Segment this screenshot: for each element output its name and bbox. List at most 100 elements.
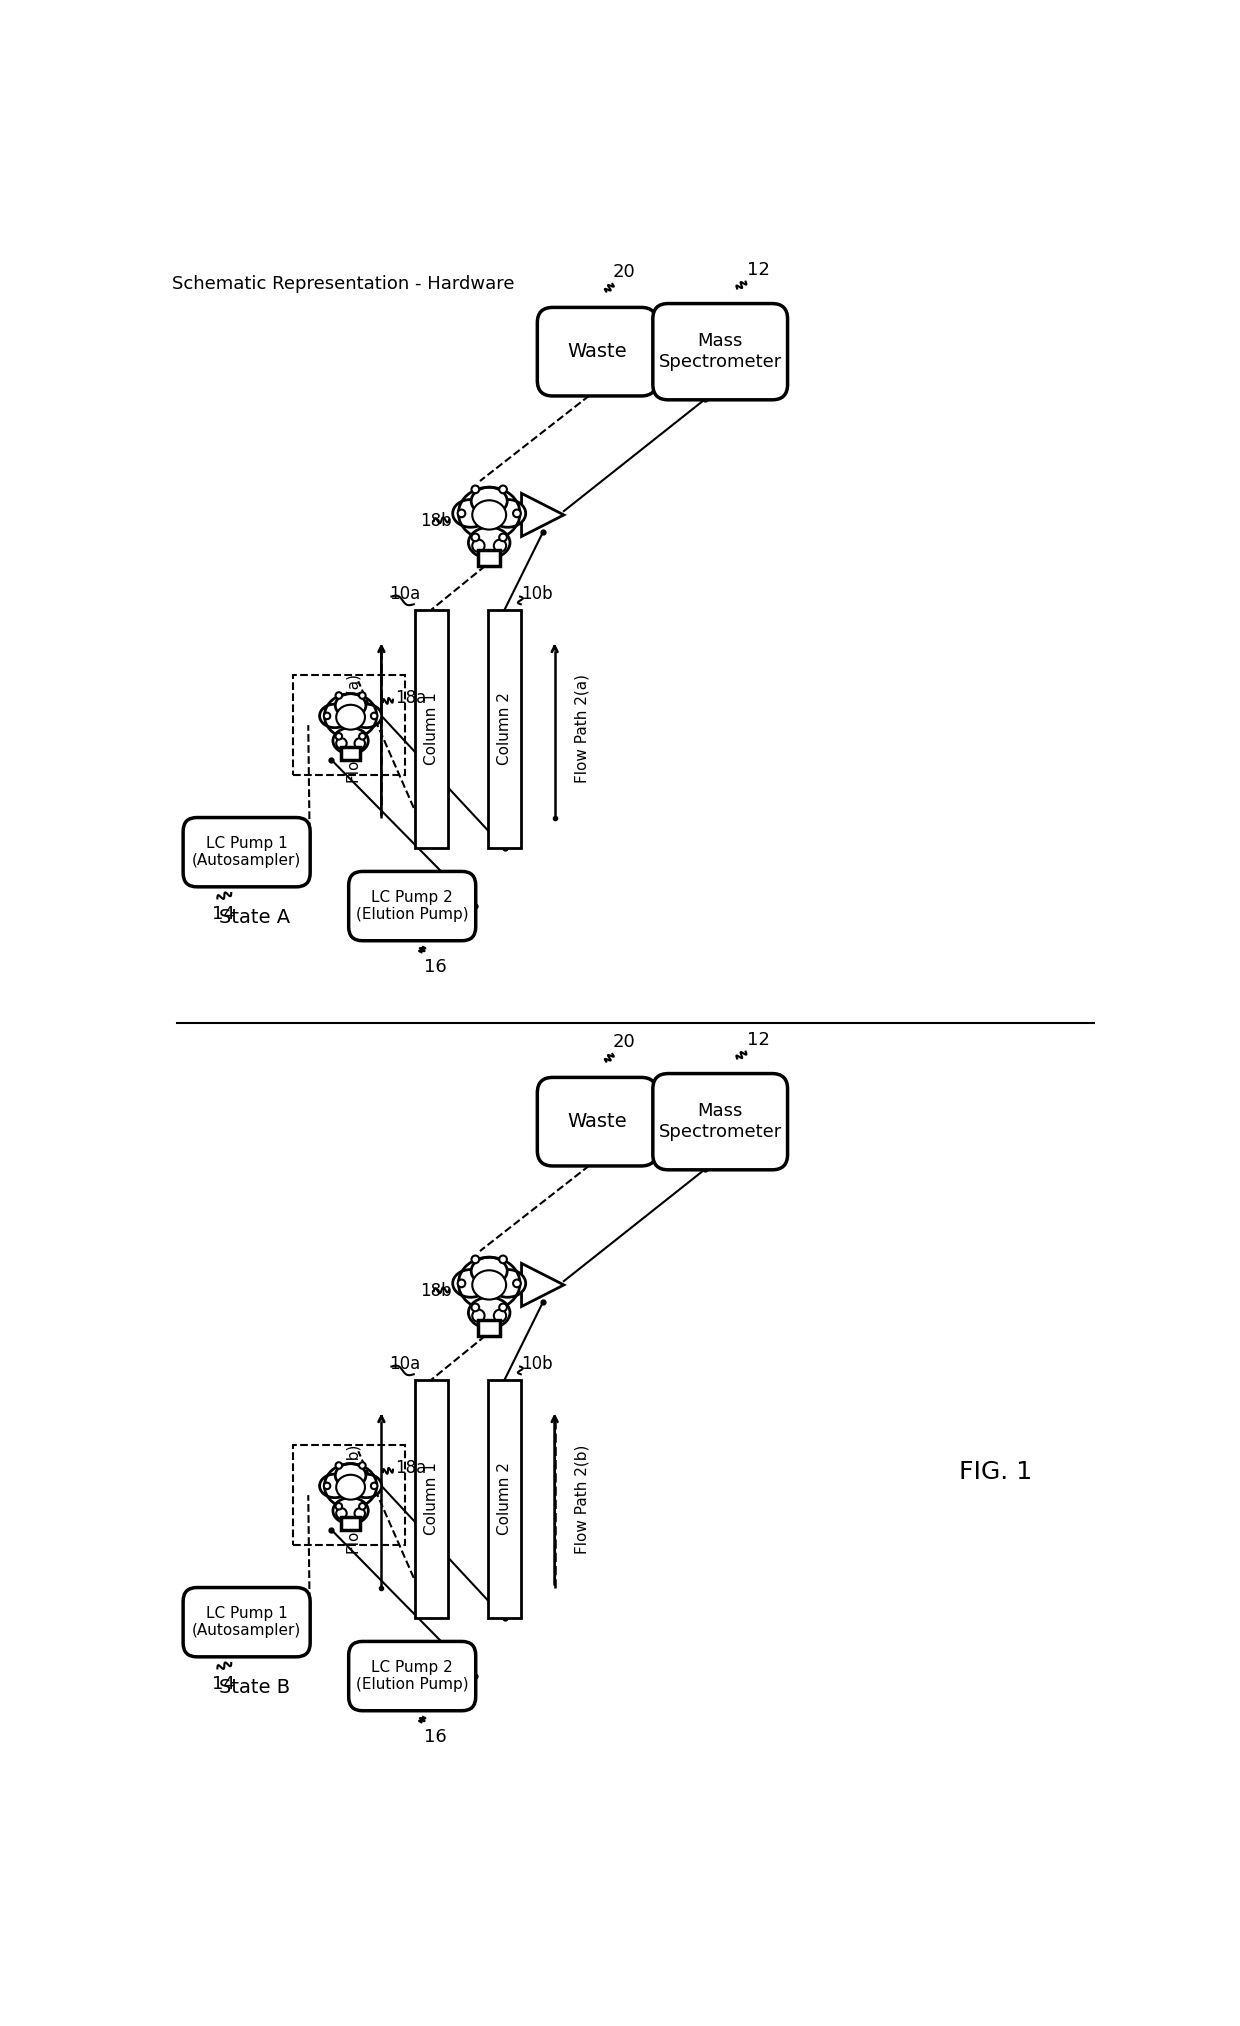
- Circle shape: [500, 533, 507, 541]
- Ellipse shape: [336, 1475, 365, 1499]
- Circle shape: [360, 693, 366, 699]
- Text: LC Pump 2
(Elution Pump): LC Pump 2 (Elution Pump): [356, 889, 469, 922]
- Ellipse shape: [320, 1475, 350, 1497]
- Ellipse shape: [351, 1475, 382, 1497]
- Text: LC Pump 2
(Elution Pump): LC Pump 2 (Elution Pump): [356, 1659, 469, 1692]
- Ellipse shape: [472, 1270, 506, 1299]
- Ellipse shape: [351, 705, 382, 727]
- FancyBboxPatch shape: [184, 819, 310, 887]
- Circle shape: [336, 1463, 342, 1469]
- Circle shape: [336, 733, 342, 739]
- Circle shape: [336, 737, 347, 750]
- Circle shape: [471, 1256, 479, 1264]
- Circle shape: [513, 511, 521, 517]
- Text: 14: 14: [212, 904, 234, 922]
- FancyBboxPatch shape: [184, 1588, 310, 1657]
- Circle shape: [472, 1309, 485, 1321]
- Ellipse shape: [490, 500, 526, 527]
- Bar: [293, 675, 404, 776]
- Circle shape: [458, 1280, 465, 1287]
- Ellipse shape: [336, 705, 365, 729]
- Circle shape: [494, 539, 506, 551]
- Circle shape: [336, 1507, 347, 1520]
- Circle shape: [472, 539, 485, 551]
- Text: 18b: 18b: [420, 513, 451, 531]
- Ellipse shape: [335, 693, 366, 717]
- Text: 18b: 18b: [420, 1282, 451, 1301]
- Circle shape: [371, 1483, 377, 1489]
- Text: State B: State B: [218, 1678, 290, 1698]
- Text: Mass
Spectrometer: Mass Spectrometer: [658, 332, 782, 371]
- Circle shape: [513, 1280, 521, 1287]
- Text: 10b: 10b: [522, 586, 553, 604]
- Text: Mass
Spectrometer: Mass Spectrometer: [658, 1102, 782, 1141]
- Bar: [479, 1321, 500, 1335]
- Text: Schematic Representation - Hardware: Schematic Representation - Hardware: [172, 276, 515, 292]
- FancyBboxPatch shape: [537, 1078, 657, 1167]
- Ellipse shape: [471, 486, 507, 515]
- Bar: [341, 1517, 360, 1530]
- Ellipse shape: [472, 500, 506, 529]
- Text: Flow Path 2(a): Flow Path 2(a): [574, 675, 589, 784]
- Text: LC Pump 1
(Autosampler): LC Pump 1 (Autosampler): [192, 1607, 301, 1639]
- Ellipse shape: [332, 1497, 368, 1524]
- Bar: [489, 1380, 521, 1619]
- Ellipse shape: [320, 705, 350, 727]
- FancyBboxPatch shape: [652, 1074, 787, 1169]
- Circle shape: [336, 693, 342, 699]
- Bar: [415, 610, 448, 849]
- Circle shape: [500, 486, 507, 492]
- Text: 14: 14: [212, 1676, 234, 1692]
- Text: Column 1: Column 1: [424, 1463, 439, 1536]
- Text: 10a: 10a: [389, 586, 420, 604]
- Circle shape: [471, 533, 479, 541]
- Bar: [479, 551, 500, 565]
- Circle shape: [324, 713, 330, 719]
- Text: Waste: Waste: [567, 1112, 626, 1131]
- Bar: [415, 1380, 448, 1619]
- Circle shape: [458, 511, 465, 517]
- Bar: [293, 1445, 404, 1546]
- Ellipse shape: [471, 1258, 507, 1284]
- Text: Flow Path 1(b): Flow Path 1(b): [347, 1445, 362, 1554]
- Circle shape: [355, 737, 365, 750]
- Text: 16: 16: [424, 958, 446, 977]
- Ellipse shape: [332, 727, 368, 754]
- Text: 10a: 10a: [389, 1355, 420, 1374]
- Circle shape: [371, 713, 377, 719]
- Circle shape: [336, 1503, 342, 1509]
- Ellipse shape: [469, 527, 510, 557]
- Ellipse shape: [469, 1297, 510, 1329]
- FancyBboxPatch shape: [537, 308, 657, 395]
- Text: Column 2: Column 2: [497, 1463, 512, 1536]
- FancyBboxPatch shape: [348, 871, 476, 940]
- Text: State A: State A: [218, 908, 290, 928]
- Circle shape: [355, 1507, 365, 1520]
- Circle shape: [500, 1303, 507, 1311]
- FancyBboxPatch shape: [652, 304, 787, 399]
- Ellipse shape: [335, 1463, 366, 1487]
- Circle shape: [360, 1463, 366, 1469]
- Circle shape: [471, 486, 479, 492]
- Text: Flow Path 1(a): Flow Path 1(a): [347, 675, 362, 784]
- Circle shape: [324, 1483, 330, 1489]
- Bar: [341, 748, 360, 760]
- Ellipse shape: [453, 1270, 489, 1297]
- Bar: [489, 610, 521, 849]
- Ellipse shape: [453, 500, 489, 527]
- Text: 16: 16: [424, 1728, 446, 1746]
- Text: 18a: 18a: [396, 1459, 427, 1477]
- Text: Column 2: Column 2: [497, 693, 512, 766]
- Text: Flow Path 2(b): Flow Path 2(b): [574, 1445, 589, 1554]
- Text: FIG. 1: FIG. 1: [959, 1461, 1032, 1483]
- Text: 20: 20: [613, 263, 635, 282]
- Text: 12: 12: [748, 1031, 770, 1049]
- Ellipse shape: [490, 1270, 526, 1297]
- Text: 18a: 18a: [396, 689, 427, 707]
- Text: 12: 12: [748, 261, 770, 278]
- Circle shape: [500, 1256, 507, 1264]
- Text: 10b: 10b: [522, 1355, 553, 1374]
- Text: Column 1: Column 1: [424, 693, 439, 766]
- FancyBboxPatch shape: [348, 1641, 476, 1710]
- Circle shape: [471, 1303, 479, 1311]
